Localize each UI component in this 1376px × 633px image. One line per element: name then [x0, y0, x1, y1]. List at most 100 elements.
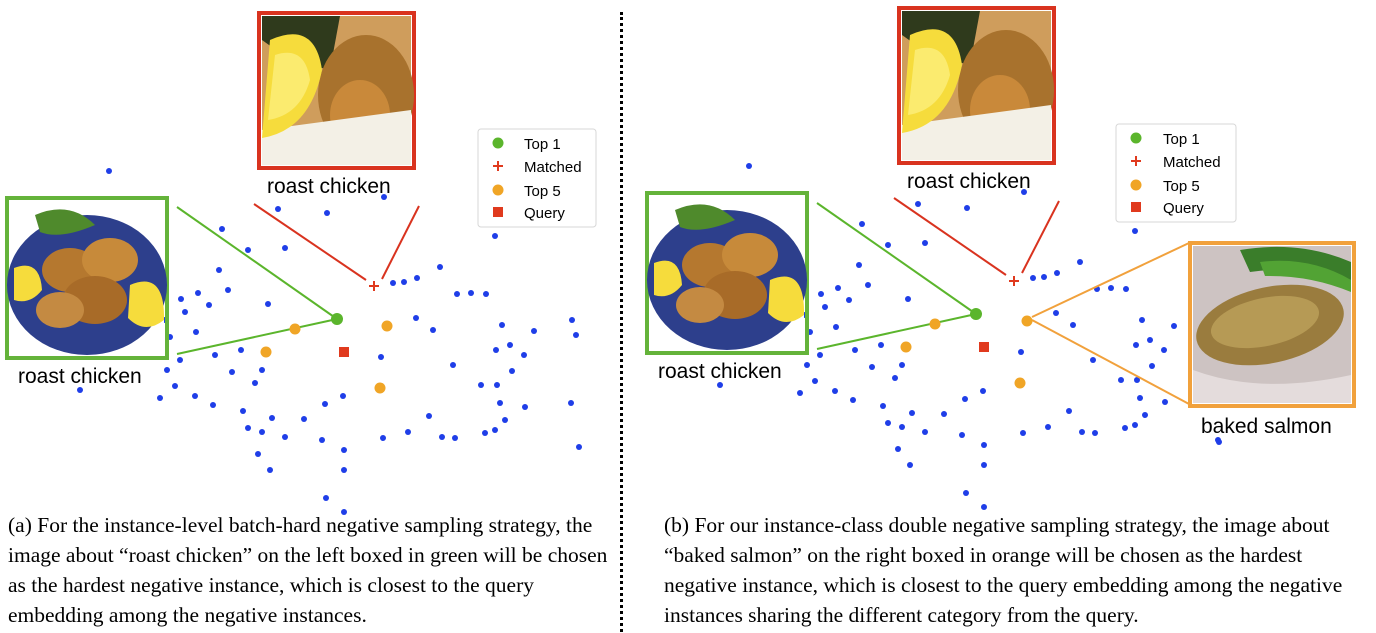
embedding-point [509, 368, 515, 374]
embedding-point [1134, 377, 1140, 383]
legend-query-swatch [1131, 202, 1141, 212]
embedding-point [1066, 408, 1072, 414]
top5-marker [929, 318, 941, 330]
embedding-point [430, 327, 436, 333]
legend-matched-label: Matched [1163, 154, 1221, 171]
embedding-point [856, 262, 862, 268]
embedding-point [216, 267, 222, 273]
legend-top5-swatch [1130, 179, 1142, 191]
matched-marker [369, 281, 379, 291]
legend-query-swatch [493, 207, 503, 217]
embedding-point [414, 275, 420, 281]
embedding-point [341, 509, 347, 515]
embedding-point [1079, 429, 1085, 435]
matched-marker [1009, 276, 1019, 286]
embedding-point [1122, 425, 1128, 431]
embedding-point [959, 432, 965, 438]
embedding-point [981, 504, 987, 510]
embedding-point [859, 221, 865, 227]
embedding-point [885, 242, 891, 248]
embedding-point [899, 362, 905, 368]
embedding-point [1070, 322, 1076, 328]
image-baked-salmon-right [1188, 241, 1356, 408]
embedding-point [507, 342, 513, 348]
embedding-point [962, 396, 968, 402]
embedding-point [468, 290, 474, 296]
embedding-point [833, 324, 839, 330]
embedding-point [915, 201, 921, 207]
embedding-point [1108, 285, 1114, 291]
embedding-point [192, 393, 198, 399]
legend-query-label: Query [524, 205, 565, 222]
embedding-point [812, 378, 818, 384]
embedding-point [483, 291, 489, 297]
legend-top1-label: Top 1 [524, 136, 561, 153]
image-roast-chicken-top [257, 11, 416, 170]
image-roast-chicken-left [645, 191, 809, 355]
embedding-point [909, 410, 915, 416]
embedding-point [895, 446, 901, 452]
panel-a: roast chicken roast chicken Top 1 Matche… [5, 11, 597, 515]
embedding-point [804, 362, 810, 368]
connector-line-green-upper [176, 206, 338, 320]
embedding-point [413, 315, 419, 321]
top1-marker [331, 313, 343, 325]
legend-query-label: Query [1163, 200, 1204, 217]
embedding-point [746, 163, 752, 169]
embedding-point [1030, 275, 1036, 281]
embedding-point [522, 404, 528, 410]
connector-line-red-left [253, 203, 367, 281]
embedding-point [452, 435, 458, 441]
embedding-point [322, 401, 328, 407]
legend-top1-swatch [1130, 132, 1142, 144]
embedding-point [1077, 259, 1083, 265]
embedding-point [439, 434, 445, 440]
embedding-point [822, 304, 828, 310]
embedding-point [1045, 424, 1051, 430]
embedding-point [1215, 437, 1221, 443]
embedding-point [450, 362, 456, 368]
embedding-point [324, 210, 330, 216]
connector-line-orange-lower [1031, 319, 1190, 405]
embedding-point [319, 437, 325, 443]
embedding-point [797, 390, 803, 396]
embedding-point [832, 388, 838, 394]
embedding-point [521, 352, 527, 358]
top5-marker [260, 346, 272, 358]
embedding-point [219, 226, 225, 232]
embedding-point [1142, 412, 1148, 418]
embedding-point [390, 280, 396, 286]
embedding-point [238, 347, 244, 353]
embedding-point [1149, 363, 1155, 369]
embedding-point [1132, 422, 1138, 428]
connector-line-orange-upper [1031, 242, 1190, 318]
embedding-point [907, 462, 913, 468]
legend-top1-swatch [492, 137, 504, 149]
embedding-point [1162, 399, 1168, 405]
connector-line-green-lower [816, 313, 977, 350]
image-roast-chicken-left [5, 196, 169, 360]
caption-b: (b) For our instance-class double negati… [664, 513, 1343, 627]
embedding-point [240, 408, 246, 414]
caption-a: (a) For the instance-level batch-hard ne… [8, 513, 608, 627]
embedding-point [340, 393, 346, 399]
embedding-point [1021, 189, 1027, 195]
label-baked-salmon-right: baked salmon [1201, 415, 1332, 438]
embedding-point [531, 328, 537, 334]
embedding-point [267, 467, 273, 473]
embedding-point [492, 233, 498, 239]
embedding-point [437, 264, 443, 270]
embedding-point [905, 296, 911, 302]
panel-b: roast chicken roast chicken baked salmon [640, 0, 1356, 633]
embedding-point [1132, 228, 1138, 234]
embedding-point [182, 309, 188, 315]
embedding-point [869, 364, 875, 370]
top5-marker [1021, 315, 1033, 327]
panel-b-scatter: roast chicken roast chicken baked salmon [645, 6, 1356, 510]
embedding-point [380, 435, 386, 441]
embedding-point [195, 290, 201, 296]
query-marker [979, 342, 989, 352]
panel-divider [620, 12, 623, 632]
embedding-point [880, 403, 886, 409]
embedding-point [381, 194, 387, 200]
